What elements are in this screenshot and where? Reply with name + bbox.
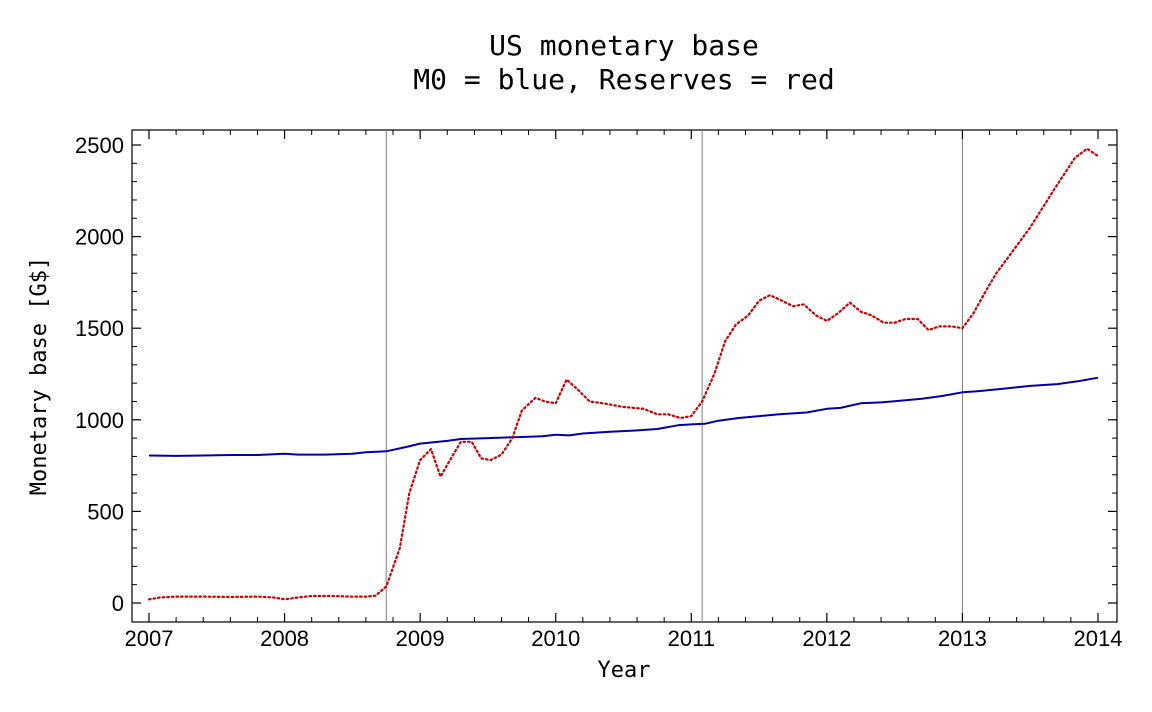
chart-title: US monetary base (489, 29, 759, 62)
series-group (147, 147, 1100, 601)
y-tick-labels: 0 500 1000 1500 2000 2500 (75, 133, 124, 616)
x-tick-label: 2013 (938, 626, 987, 651)
y-tick-label: 0 (112, 591, 124, 616)
y-tick-label: 1000 (75, 408, 124, 433)
x-tick-label: 2010 (531, 626, 580, 651)
plot-frame (131, 129, 1118, 623)
y-axis-label: Monetary base [G$] (27, 257, 52, 495)
x-tick-label: 2011 (668, 626, 715, 651)
x-tick-label: 2008 (260, 626, 309, 651)
vertical-markers (385, 130, 963, 622)
x-tick-label: 2009 (396, 626, 445, 651)
x-tick-label: 2007 (125, 626, 174, 651)
y-tick-label: 2000 (75, 225, 124, 250)
x-axis-label: Year (598, 658, 651, 683)
y-tick-label: 500 (87, 499, 124, 524)
chart-subtitle: M0 = blue, Reserves = red (413, 63, 834, 96)
y-tick-label: 1500 (75, 316, 124, 341)
series-line-m0 (148, 376, 1099, 457)
y-tick-label: 2500 (75, 133, 124, 158)
x-tick-label: 2012 (802, 626, 851, 651)
axis-ticks (132, 130, 1117, 622)
x-tick-label: 2014 (1074, 626, 1123, 651)
x-tick-labels: 2007 2008 2009 2010 2011 2012 2013 2014 (125, 626, 1123, 651)
series-line-reserves (147, 147, 1100, 601)
